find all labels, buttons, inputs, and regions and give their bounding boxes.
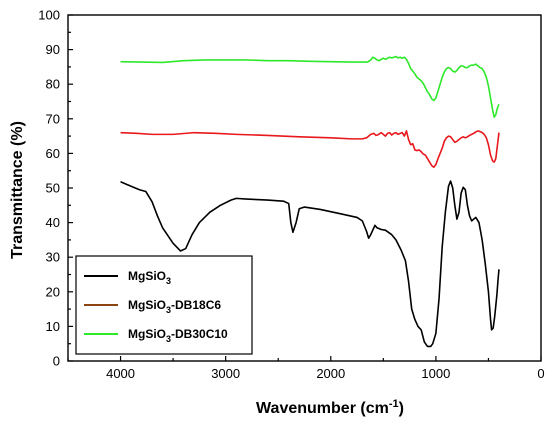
y-tick-label: 0 <box>53 354 60 369</box>
x-tick-label: 0 <box>537 366 544 381</box>
y-axis-title: Transmittance (%) <box>9 121 26 259</box>
axes-layer: 0 10 20 30 40 50 60 70 80 90 100 4000 3000 2000 1000 0 <box>38 8 544 382</box>
y-tick-label: 70 <box>46 111 60 126</box>
x-axis-title-superscript: -1 <box>389 398 399 410</box>
series-line-1 <box>120 130 500 169</box>
y-tick-label: 80 <box>46 77 60 92</box>
x-tick-label: 4000 <box>106 366 135 381</box>
series-line-2 <box>120 55 500 118</box>
x-axis-title: Wavenumber (cm-1) <box>256 398 404 417</box>
y-tick-label: 50 <box>46 181 60 196</box>
series-layer <box>120 55 500 348</box>
y-tick-label: 30 <box>46 250 60 265</box>
y-tick-label: 90 <box>46 42 60 57</box>
y-tick-label: 20 <box>46 284 60 299</box>
x-axis-title-end: ) <box>399 400 404 417</box>
legend-label-0: MgSiO3 <box>128 269 171 286</box>
x-tick-label: 3000 <box>211 366 240 381</box>
legend-label-2: MgSiO3-DB30C10 <box>128 327 228 344</box>
x-tick-label: 2000 <box>316 366 345 381</box>
series-line-0 <box>120 180 500 348</box>
x-axis-title-main: Wavenumber (cm <box>256 400 389 417</box>
legend-label-1: MgSiO3-DB18C6 <box>128 298 221 315</box>
y-tick-label: 40 <box>46 215 60 230</box>
y-tick-label: 60 <box>46 146 60 161</box>
x-tick-label: 1000 <box>421 366 450 381</box>
y-tick-label: 100 <box>38 8 60 23</box>
y-tick-label: 10 <box>46 319 60 334</box>
legend: MgSiO3 MgSiO3-DB18C6 MgSiO3-DB30C10 <box>75 255 253 355</box>
